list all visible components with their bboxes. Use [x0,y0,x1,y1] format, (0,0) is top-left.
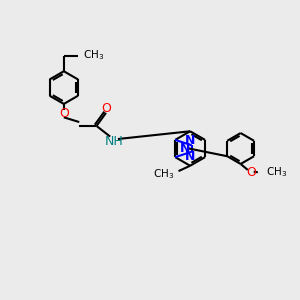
Text: CH$_3$: CH$_3$ [153,167,174,181]
Text: CH$_3$: CH$_3$ [266,165,288,179]
Text: N: N [185,150,196,164]
Text: O: O [246,166,256,179]
Text: CH$_3$: CH$_3$ [82,49,104,62]
Text: N: N [180,142,190,155]
Text: NH: NH [105,135,123,148]
Text: O: O [102,102,112,115]
Text: O: O [59,107,69,120]
Text: N: N [185,134,196,147]
